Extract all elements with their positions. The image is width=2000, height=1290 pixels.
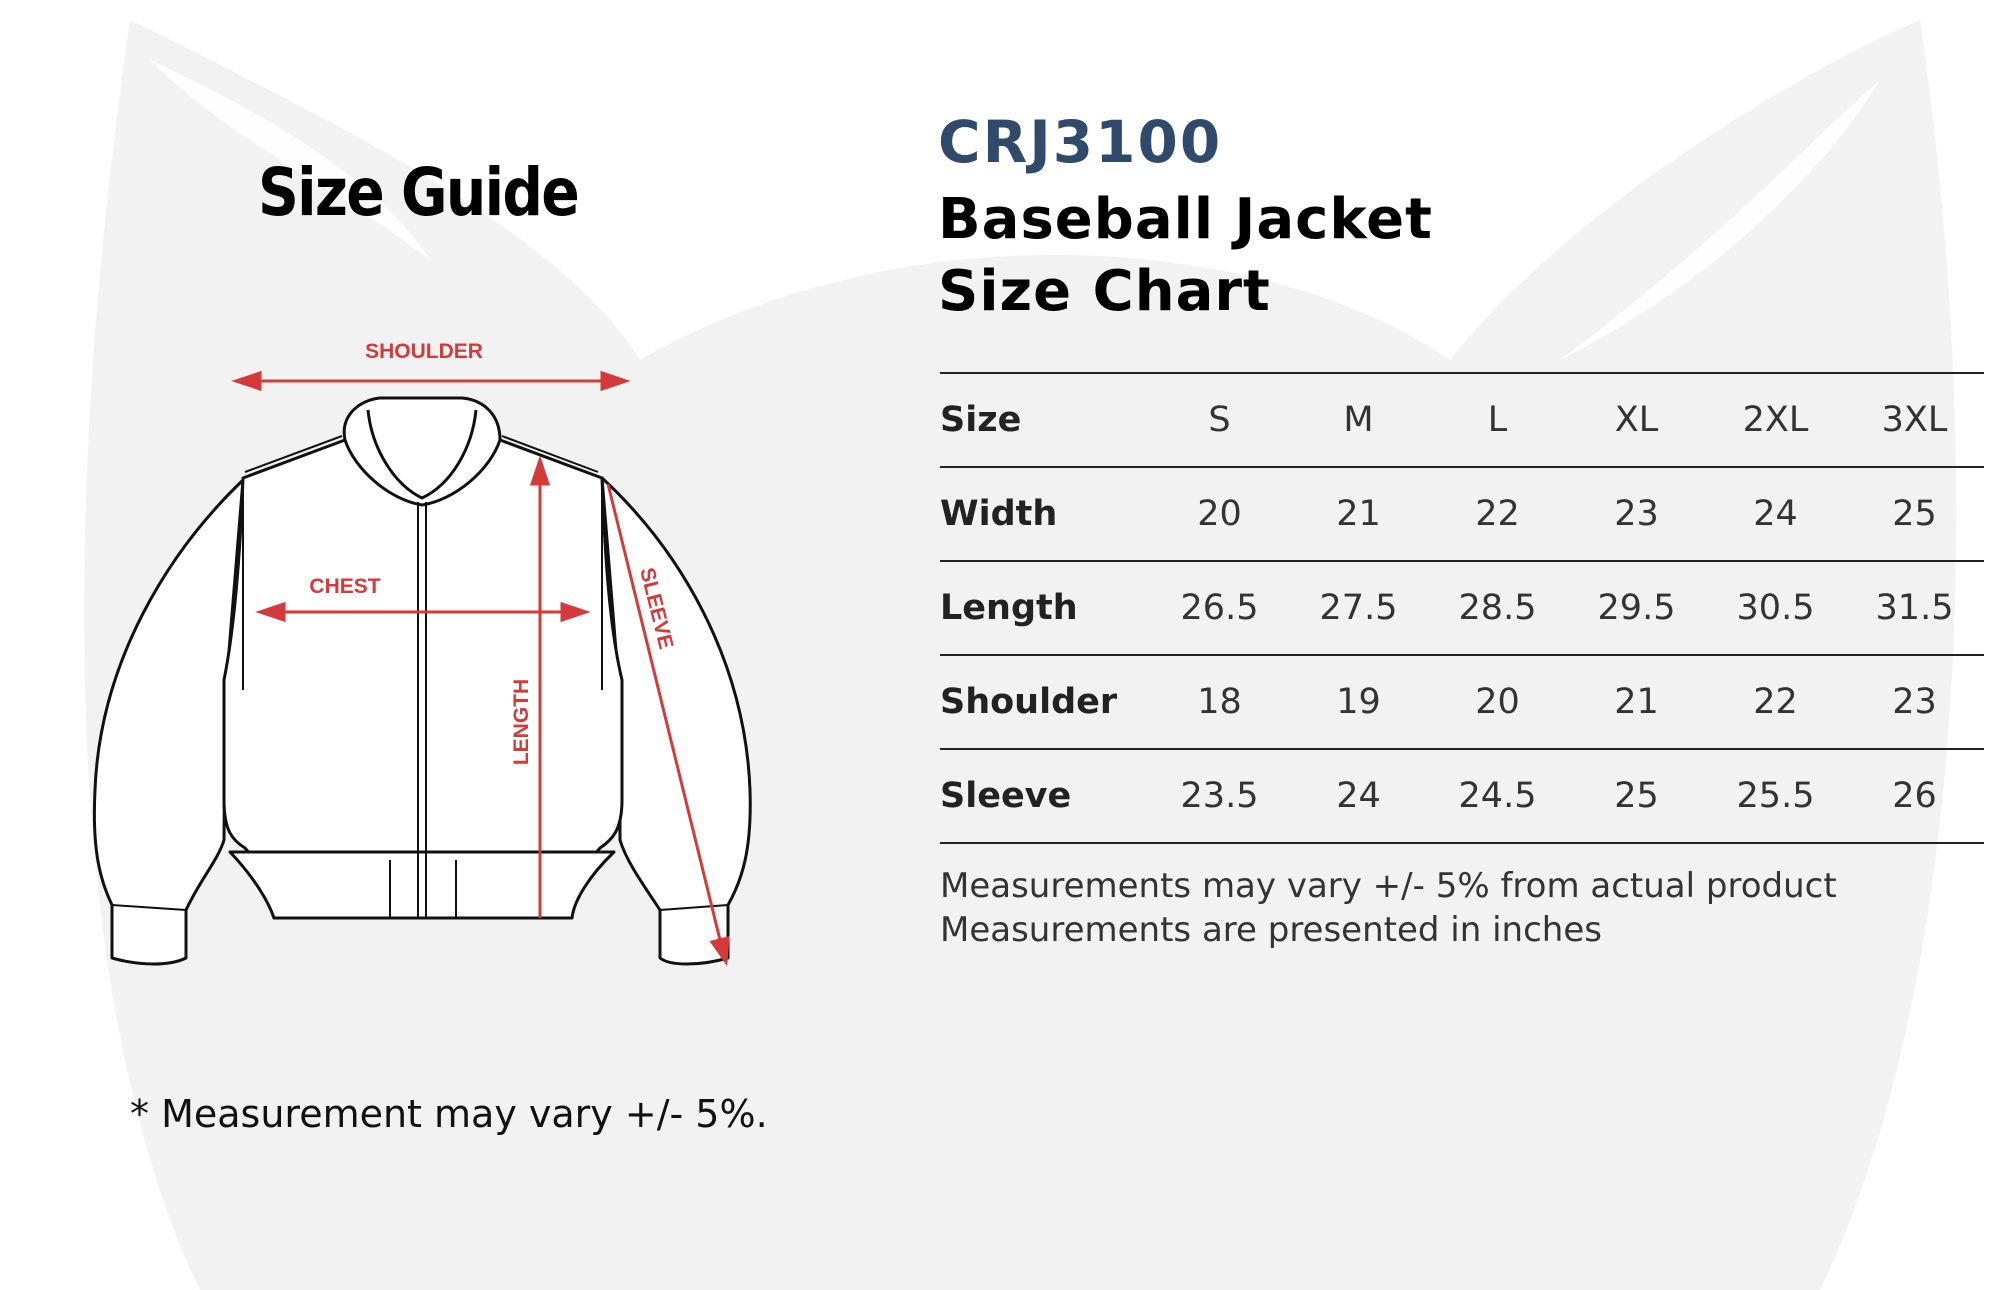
table-cell: 29.5 bbox=[1567, 561, 1706, 656]
chart-title-line1: Baseball Jacket bbox=[938, 187, 1433, 252]
product-code: CRJ3100 bbox=[938, 108, 1223, 176]
header-cell: M bbox=[1289, 372, 1428, 468]
sleeve-arrow bbox=[606, 483, 724, 949]
header-cell: S bbox=[1150, 372, 1289, 468]
table-cell: 21 bbox=[1289, 467, 1428, 562]
table-cell: 28.5 bbox=[1428, 561, 1567, 656]
table-cell: 22 bbox=[1706, 655, 1845, 750]
note-line: Measurements are presented in inches bbox=[940, 910, 1602, 950]
row-label: Sleeve bbox=[940, 749, 1150, 844]
table-cell: 26.5 bbox=[1150, 561, 1289, 656]
table-cell: 23 bbox=[1567, 467, 1706, 562]
table-row: Length 26.5 27.5 28.5 29.5 30.5 31.5 bbox=[940, 561, 1984, 656]
table-cell: 30.5 bbox=[1706, 561, 1845, 656]
table-cell: 31.5 bbox=[1845, 561, 1984, 656]
table-cell: 19 bbox=[1289, 655, 1428, 750]
table-cell: 23 bbox=[1845, 655, 1984, 750]
table-cell: 25 bbox=[1567, 749, 1706, 844]
table-cell: 24 bbox=[1706, 467, 1845, 562]
header-cell: XL bbox=[1567, 372, 1706, 468]
size-table: Size S M L XL 2XL 3XL Width 20 21 22 23 … bbox=[940, 372, 1984, 844]
table-cell: 26 bbox=[1845, 749, 1984, 844]
table-cell: 23.5 bbox=[1150, 749, 1289, 844]
jacket-details bbox=[111, 435, 729, 918]
table-cell: 25.5 bbox=[1706, 749, 1845, 844]
table-row: Width 20 21 22 23 24 25 bbox=[940, 467, 1984, 562]
table-header-row: Size S M L XL 2XL 3XL bbox=[940, 372, 1984, 468]
chest-label: CHEST bbox=[309, 575, 380, 598]
table-cell: 25 bbox=[1845, 467, 1984, 562]
measurement-notes: Measurements may vary +/- 5% from actual… bbox=[940, 864, 1837, 952]
chart-title-line2: Size Chart bbox=[938, 259, 1271, 324]
measurement-arrows bbox=[231, 370, 730, 967]
table-cell: 24 bbox=[1289, 749, 1428, 844]
table-row: Sleeve 23.5 24 24.5 25 25.5 26 bbox=[940, 749, 1984, 844]
header-cell: 3XL bbox=[1845, 372, 1984, 468]
chart-title: Baseball Jacket Size Chart bbox=[938, 184, 1433, 328]
jacket-outline bbox=[92, 396, 752, 966]
jacket-diagram: SHOULDER CHEST LENGTH SLEEVE bbox=[92, 340, 752, 967]
note-line: Measurements may vary +/- 5% from actual… bbox=[940, 866, 1837, 906]
row-label: Length bbox=[940, 561, 1150, 656]
row-label: Width bbox=[940, 467, 1150, 562]
header-label: Size bbox=[940, 372, 1150, 468]
size-guide-title: Size Guide bbox=[258, 154, 580, 231]
table-cell: 27.5 bbox=[1289, 561, 1428, 656]
table-cell: 22 bbox=[1428, 467, 1567, 562]
header-cell: L bbox=[1428, 372, 1567, 468]
table-cell: 20 bbox=[1150, 467, 1289, 562]
row-label: Shoulder bbox=[940, 655, 1150, 750]
table-cell: 24.5 bbox=[1428, 749, 1567, 844]
table-cell: 20 bbox=[1428, 655, 1567, 750]
shoulder-label: SHOULDER bbox=[365, 340, 483, 363]
header-cell: 2XL bbox=[1706, 372, 1845, 468]
left-footnote: * Measurement may vary +/- 5%. bbox=[130, 1092, 768, 1136]
table-cell: 21 bbox=[1567, 655, 1706, 750]
table-cell: 18 bbox=[1150, 655, 1289, 750]
length-label: LENGTH bbox=[510, 679, 533, 765]
table-row: Shoulder 18 19 20 21 22 23 bbox=[940, 655, 1984, 750]
